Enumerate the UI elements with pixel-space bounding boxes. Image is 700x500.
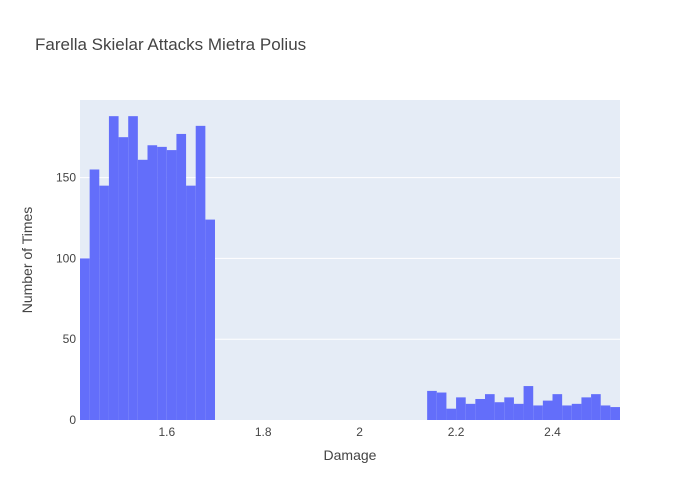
histogram-bar [475, 398, 485, 420]
histogram-bar [562, 405, 572, 420]
histogram-bar [137, 159, 148, 420]
histogram-bar [147, 145, 158, 421]
y-tick-label: 100 [56, 251, 76, 265]
y-axis-ticks: 0 50 100 150 [56, 171, 76, 427]
x-tick-label: 1.6 [158, 425, 175, 439]
histogram-bar [523, 386, 534, 420]
histogram-bar [176, 133, 187, 420]
y-tick-label: 150 [56, 171, 76, 185]
x-tick-label: 2.4 [544, 425, 561, 439]
histogram-bar [465, 403, 476, 420]
histogram-bar [494, 402, 505, 420]
histogram-bar [542, 400, 553, 420]
y-tick-label: 50 [63, 332, 77, 346]
x-tick-label: 1.8 [255, 425, 272, 439]
chart-title: Farella Skielar Attacks Mietra Polius [35, 35, 306, 54]
histogram-bar [552, 394, 563, 420]
histogram-bar [186, 185, 196, 420]
histogram-bar [533, 405, 543, 420]
x-axis-title: Damage [324, 447, 377, 463]
histogram-bar [504, 397, 514, 420]
bars [80, 116, 620, 421]
histogram-bar [610, 407, 620, 420]
histogram-bar [80, 258, 90, 420]
histogram-bar [436, 392, 447, 420]
histogram-bar [456, 397, 466, 420]
y-tick-label: 0 [69, 413, 76, 427]
histogram-bar [513, 403, 524, 420]
histogram-bar [427, 390, 437, 420]
y-axis-title: Number of Times [19, 207, 35, 314]
histogram-bar [99, 185, 109, 420]
histogram-bar [166, 150, 177, 420]
histogram-bar [571, 403, 582, 420]
histogram-bar [195, 125, 206, 421]
histogram-bar [108, 116, 119, 420]
histogram-bar [128, 116, 138, 420]
x-axis-ticks: 1.6 1.8 2 2.2 2.4 [158, 425, 561, 439]
histogram-bar [205, 219, 215, 420]
x-tick-label: 2.2 [448, 425, 465, 439]
histogram-bar [581, 397, 592, 420]
histogram-bar [600, 405, 611, 420]
histogram-bar [157, 146, 167, 420]
histogram-bar [118, 137, 129, 420]
histogram-bar [485, 394, 495, 420]
histogram-bar [446, 408, 457, 420]
x-tick-label: 2 [356, 425, 363, 439]
histogram-bar [591, 394, 601, 420]
histogram-bar [89, 169, 100, 420]
